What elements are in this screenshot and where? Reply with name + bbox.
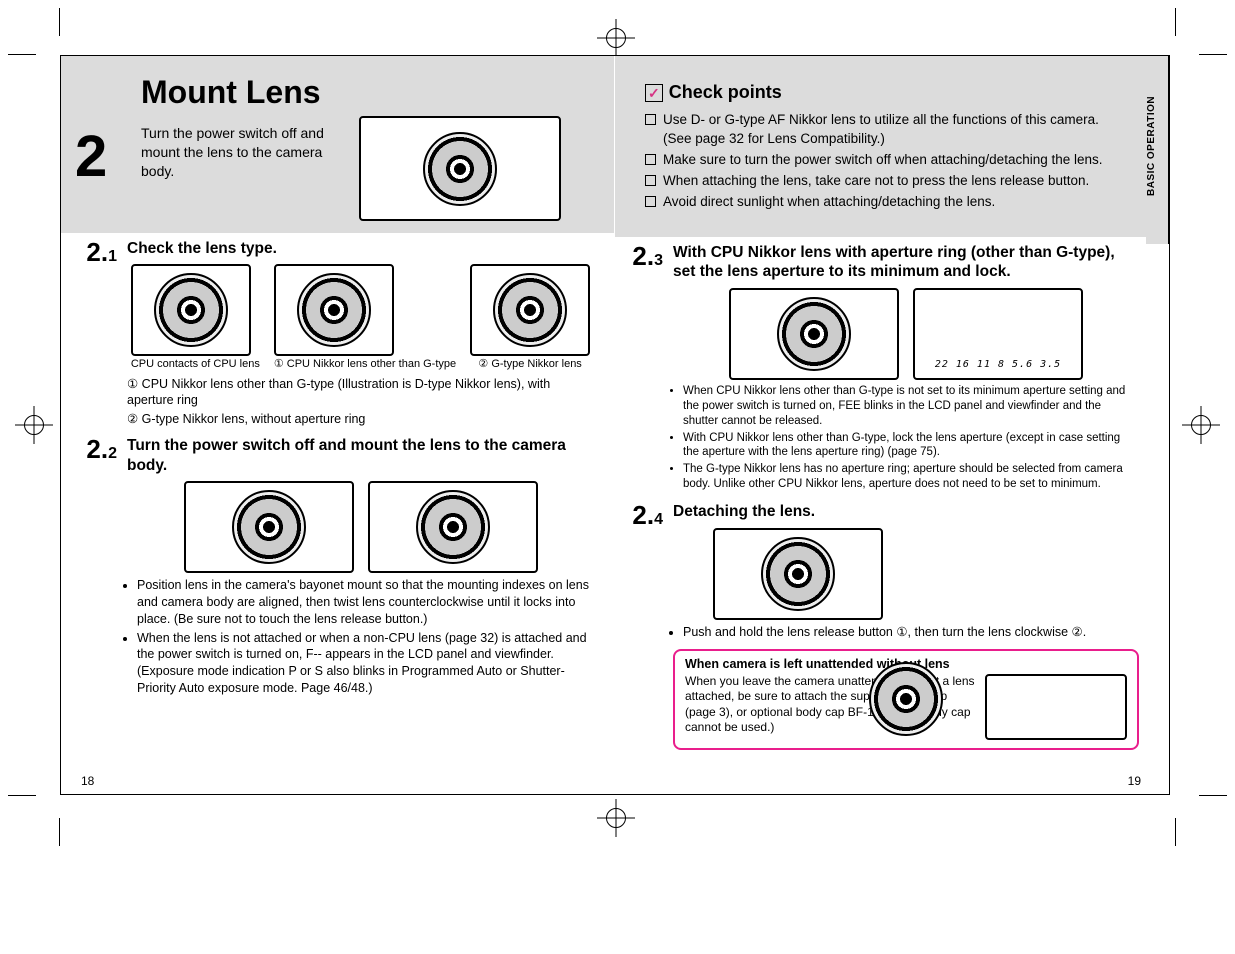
checkmark-icon: ✓ (645, 84, 663, 102)
illustration-caption: ① CPU Nikkor lens other than G-type (274, 358, 456, 371)
bullet-text: When CPU Nikkor lens other than G-type i… (683, 384, 1139, 429)
illustration-caption: CPU contacts of CPU lens (131, 358, 260, 371)
manual-spread: 2 Mount Lens Turn the power switch off a… (60, 55, 1170, 795)
step-title: With CPU Nikkor lens with aperture ring … (673, 243, 1139, 282)
bullet-text: The G-type Nikkor lens has no aperture r… (683, 462, 1139, 492)
lens-mounting-illustration (359, 116, 561, 221)
body-cap-illustration (985, 674, 1127, 740)
crop-mark (59, 8, 60, 36)
page-number-right: 19 (1128, 774, 1141, 788)
detach-lens-illustration (713, 528, 883, 620)
page-title: Mount Lens (141, 74, 321, 111)
crop-mark (8, 54, 36, 55)
step-title: Turn the power switch off and mount the … (127, 436, 594, 475)
crop-mark (1199, 54, 1227, 55)
lens-type-notes: ① CPU Nikkor lens other than G-type (Ill… (127, 376, 594, 429)
right-content: 2.3 With CPU Nikkor lens with aperture r… (615, 237, 1169, 750)
crop-mark (1175, 818, 1176, 846)
right-page: ✓ Check points Use D- or G-type AF Nikkor… (615, 56, 1169, 794)
crop-mark (1199, 795, 1227, 796)
warning-box: When camera is left unattended without l… (673, 649, 1139, 750)
checkpoint-item: Use D- or G-type AF Nikkor lens to utili… (645, 111, 1129, 149)
g-type-lens-illustration (470, 264, 590, 356)
step-number: 2.3 (627, 243, 663, 498)
mount-lens-illustration (368, 481, 538, 573)
section-tab: BASIC OPERATION (1146, 56, 1169, 244)
page-number-left: 18 (81, 774, 94, 788)
step-2-1: 2.1 Check the lens type. CPU contacts of… (81, 239, 594, 432)
aperture-ring-illustration: 22 16 11 8 5.6 3.5 (913, 288, 1083, 380)
bullet-text: With CPU Nikkor lens other than G-type, … (683, 431, 1139, 461)
step-number: 2.1 (81, 239, 117, 432)
step-number: 2.2 (81, 436, 117, 703)
registration-mark-icon (24, 415, 44, 435)
step-bullets: Push and hold the lens release button ①,… (673, 624, 1139, 641)
step-bullets: When CPU Nikkor lens other than G-type i… (673, 384, 1139, 493)
crop-mark (59, 818, 60, 846)
note-text: ② G-type Nikkor lens, without aperture r… (127, 411, 594, 428)
checkpoints-heading: ✓ Check points (645, 82, 1129, 103)
step-number: 2.4 (627, 502, 663, 749)
registration-mark-icon (1191, 415, 1211, 435)
chapter-number: 2 (75, 128, 107, 186)
illustration-caption: ② G-type Nikkor lens (470, 358, 590, 371)
cpu-lens-illustration (131, 264, 251, 356)
aperture-scale-text: 22 16 11 8 5.6 3.5 (915, 359, 1081, 370)
crop-mark (1175, 8, 1176, 36)
step-2-4: 2.4 Detaching the lens. Push and hold th… (627, 502, 1139, 749)
crop-mark (8, 795, 36, 796)
checkpoints-title-text: Check points (669, 82, 782, 102)
bullet-text: Position lens in the camera's bayonet mo… (137, 577, 594, 628)
bullet-text: When the lens is not attached or when a … (137, 630, 594, 698)
left-page: 2 Mount Lens Turn the power switch off a… (61, 56, 615, 794)
checkpoint-item: Make sure to turn the power switch off w… (645, 151, 1129, 170)
checkpoint-item: Avoid direct sunlight when attaching/det… (645, 193, 1129, 212)
registration-mark-icon (606, 28, 626, 48)
d-type-lens-illustration (274, 264, 394, 356)
checkpoints-list: Use D- or G-type AF Nikkor lens to utili… (645, 111, 1129, 211)
step-2-2: 2.2 Turn the power switch off and mount … (81, 436, 594, 703)
step-title: Check the lens type. (127, 239, 594, 258)
left-content: 2.1 Check the lens type. CPU contacts of… (61, 233, 614, 703)
aperture-lock-illustration (729, 288, 899, 380)
step-bullets: Position lens in the camera's bayonet mo… (127, 577, 594, 697)
header-band-left: 2 Mount Lens Turn the power switch off a… (61, 56, 614, 233)
step-title: Detaching the lens. (673, 502, 1139, 521)
bullet-text: Push and hold the lens release button ①,… (683, 624, 1139, 641)
header-band-right: ✓ Check points Use D- or G-type AF Nikkor… (615, 56, 1169, 237)
power-switch-illustration (184, 481, 354, 573)
intro-text: Turn the power switch off and mount the … (141, 124, 341, 181)
checkpoint-item: When attaching the lens, take care not t… (645, 172, 1129, 191)
note-text: ① CPU Nikkor lens other than G-type (Ill… (127, 376, 594, 410)
registration-mark-icon (606, 808, 626, 828)
step-2-3: 2.3 With CPU Nikkor lens with aperture r… (627, 243, 1139, 498)
